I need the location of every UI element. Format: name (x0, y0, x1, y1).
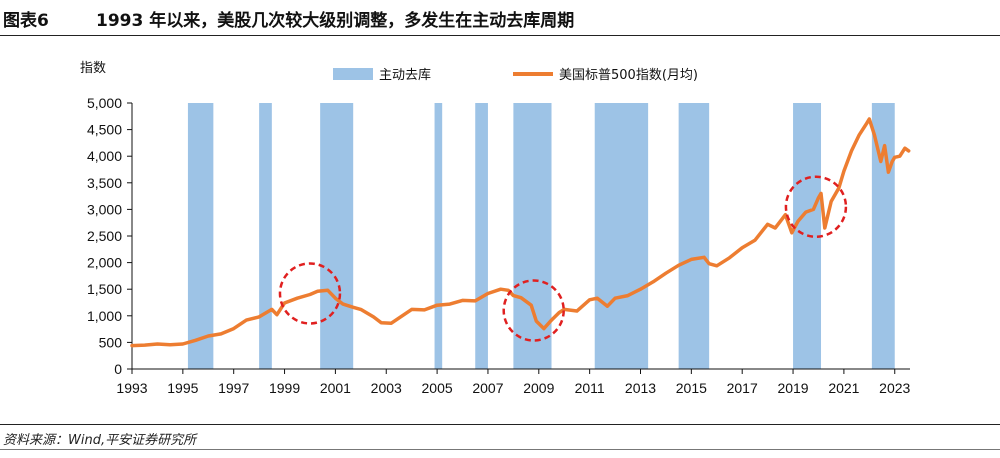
figure-header: 图表6 1993 年以来，美股几次较大级别调整，多发生在主动去库周期 (0, 0, 1000, 36)
x-tick-label: 2011 (575, 380, 605, 396)
x-tick-label: 2007 (472, 380, 503, 396)
x-tick-label: 2015 (676, 380, 707, 396)
y-tick-label: 2,000 (87, 255, 122, 271)
x-tick-label: 1999 (269, 380, 300, 396)
y-tick-label: 4,000 (87, 148, 122, 164)
x-tick-label: 2019 (777, 380, 808, 396)
destocking-period-3 (434, 103, 443, 369)
legend-swatch-destocking (333, 68, 373, 80)
y-tick-label: 0 (114, 361, 122, 377)
y-tick-label: 4,500 (87, 122, 122, 138)
chart: 0 500 1,000 1,500 2,000 2,500 3,000 3,500 4,000 4… (80, 61, 911, 396)
y-axis-label: 指数 (80, 61, 106, 76)
y-tick-label: 500 (99, 334, 123, 350)
destocking-period-2 (320, 103, 354, 369)
highlight-circle-1 (502, 279, 565, 342)
legend-label-destocking: 主动去库 (379, 67, 431, 83)
y-tick-label: 5,000 (87, 95, 122, 111)
y-tick-label: 1,000 (87, 308, 122, 324)
y-tick-label: 1,500 (87, 281, 122, 297)
series-group (130, 117, 911, 348)
x-tick-label: 2009 (523, 380, 554, 396)
destocking-period-1 (259, 103, 272, 369)
x-axis: 1993 1995 1997 1999 2001 2003 2005 2007 2009 2011… (116, 368, 911, 396)
x-tick-label: 2001 (320, 380, 351, 396)
legend-label-sp500: 美国标普500指数(月均) (559, 68, 698, 83)
figure-title: 1993 年以来，美股几次较大级别调整，多发生在主动去库周期 (96, 11, 575, 31)
x-tick-label: 2017 (727, 380, 758, 396)
x-tick-label: 1993 (116, 380, 147, 396)
destocking-shades (187, 103, 895, 369)
x-tick-label: 2005 (422, 380, 453, 396)
x-tick-label: 2013 (625, 380, 656, 396)
x-tick-label: 2023 (879, 380, 910, 396)
source-note: 资料来源：Wind,平安证券研究所 (3, 433, 197, 448)
highlight-circles (278, 175, 848, 342)
destocking-period-0 (187, 103, 214, 369)
header-rule (0, 35, 1000, 36)
y-tick-label: 3,500 (87, 175, 122, 191)
figure-label: 图表6 (3, 11, 49, 31)
highlight-circle-0 (278, 262, 342, 325)
x-tick-label: 1995 (167, 380, 198, 396)
x-tick-label: 2003 (371, 380, 402, 396)
y-tick-label: 2,500 (87, 228, 122, 244)
x-tick-label: 2021 (828, 380, 859, 396)
x-tick-label: 1997 (218, 380, 249, 396)
footer-rule (0, 424, 1000, 425)
y-axis: 0 500 1,000 1,500 2,000 2,500 3,000 3,500 4,000 4… (87, 95, 133, 377)
highlight-circle-2 (784, 175, 848, 238)
destocking-period-6 (594, 103, 649, 369)
legend: 主动去库 美国标普500指数(月均) (333, 67, 698, 83)
footer-rule-bottom (0, 449, 1000, 450)
y-tick-label: 3,000 (87, 201, 122, 217)
destocking-period-4 (475, 103, 488, 369)
series-line-0 (130, 117, 911, 348)
destocking-period-7 (678, 103, 710, 369)
